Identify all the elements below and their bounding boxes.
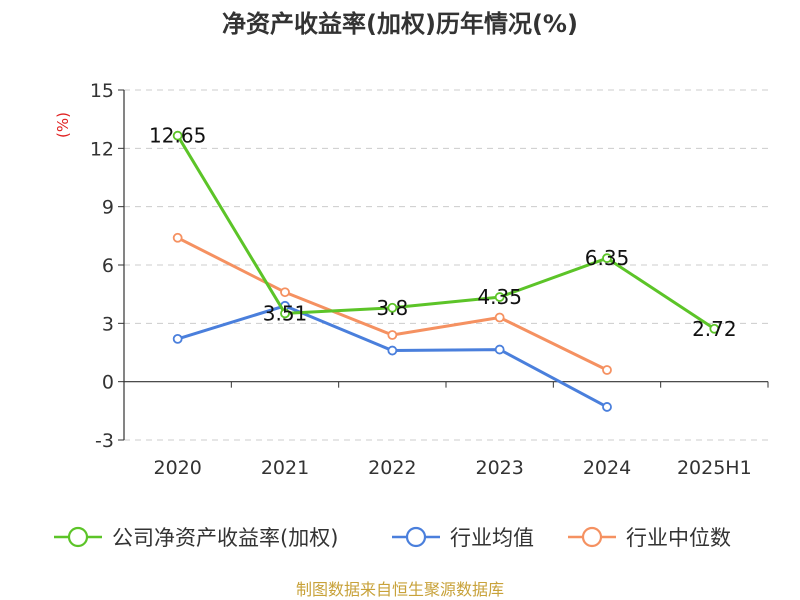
x-tick-label: 2025H1 <box>677 457 752 479</box>
y-tick-label: 3 <box>102 313 114 335</box>
y-tick-label: 9 <box>102 197 114 219</box>
legend-marker <box>581 526 603 548</box>
chart-title: 净资产收益率(加权)历年情况(%) <box>222 10 578 38</box>
legend-label: 公司净资产收益率(加权) <box>112 526 338 550</box>
x-tick-label: 2024 <box>583 457 631 479</box>
y-tick-label: 12 <box>90 138 114 160</box>
data-label: 3.51 <box>263 301 308 325</box>
series-lines <box>172 130 720 412</box>
data-point <box>387 302 398 313</box>
y-tick-label: 0 <box>102 372 114 394</box>
series-line <box>176 134 716 331</box>
data-point <box>494 344 505 355</box>
grid-lines <box>124 89 768 441</box>
data-label: 12.65 <box>149 124 206 148</box>
y-tick-label: 6 <box>102 255 114 277</box>
data-point <box>172 232 183 243</box>
legend-marker <box>405 526 427 548</box>
legend-label: 行业中位数 <box>626 526 731 550</box>
data-point <box>172 130 183 141</box>
y-axis-unit-label: (%) <box>54 112 72 138</box>
data-point <box>494 312 505 323</box>
series-line <box>177 304 608 409</box>
data-label: 3.8 <box>376 296 408 320</box>
data-labels: 12.65 3.51 3.8 4.35 6.35 2.72 <box>149 124 737 341</box>
data-point <box>387 345 398 356</box>
x-tick-label: 2023 <box>475 457 523 479</box>
legend-marker <box>67 526 89 548</box>
legend-label: 行业均值 <box>450 526 534 550</box>
data-label: 4.35 <box>477 285 522 309</box>
data-point <box>280 308 290 319</box>
data-point <box>602 402 612 412</box>
data-point <box>172 333 183 344</box>
data-label: 2.72 <box>692 317 737 341</box>
data-point <box>709 323 720 334</box>
legend: 公司净资产收益率(加权) 行业均值 行业中位数 <box>54 526 731 550</box>
data-point <box>602 365 612 375</box>
data-point <box>494 292 505 302</box>
x-tick-label: 2022 <box>368 457 416 479</box>
x-tick-label: 2021 <box>261 457 309 479</box>
y-tick-label: 15 <box>90 80 114 102</box>
data-label: 6.35 <box>585 246 630 270</box>
source-note: 制图数据来自恒生聚源数据库 <box>296 580 504 599</box>
data-point <box>280 287 290 298</box>
axes: 15 12 9 6 3 0 -3 2020 2021 2022 2023 2024 2025H1 <box>90 80 769 479</box>
data-point <box>387 330 398 340</box>
y-tick-label: -3 <box>95 430 114 452</box>
data-point <box>602 253 612 264</box>
x-tick-label: 2020 <box>153 457 201 479</box>
